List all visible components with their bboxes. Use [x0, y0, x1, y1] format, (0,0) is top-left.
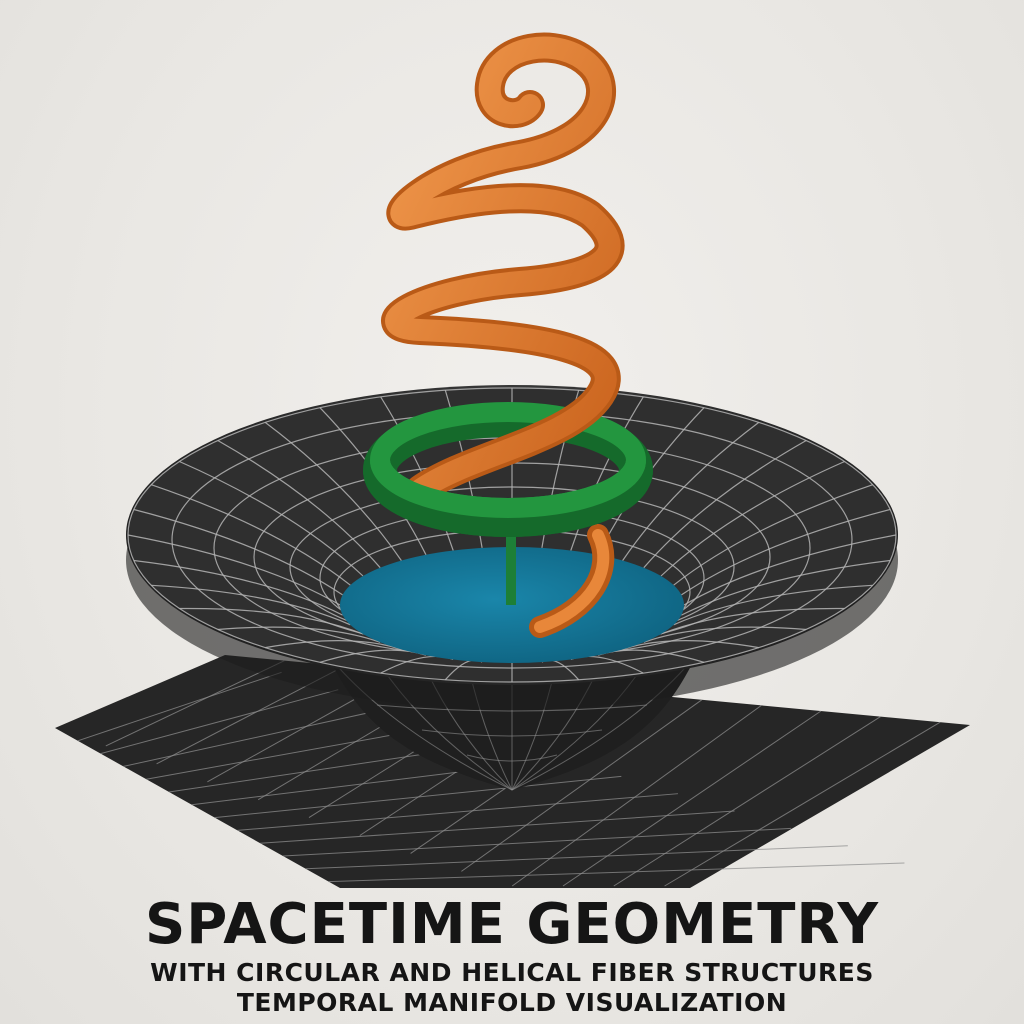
grid-curve: [570, 396, 644, 551]
grid-curve: [133, 559, 343, 616]
grid-line: [461, 699, 703, 872]
grid-line: [123, 706, 395, 767]
grid-curve: [660, 607, 845, 635]
grid-line: [613, 716, 881, 887]
grid-curve: [681, 508, 891, 596]
grid-curve: [265, 640, 402, 650]
helical-fiber: [381, 32, 625, 505]
grid-line: [328, 862, 905, 883]
subtitle-line-1: WITH CIRCULAR AND HELICAL FIBER STRUCTUR…: [150, 958, 874, 987]
subtitle-line-2: TEMPORAL MANIFOLD VISUALIZATION: [236, 988, 788, 1017]
grid-line: [100, 689, 339, 755]
grid-line: [511, 704, 762, 887]
grid-line: [77, 671, 282, 742]
page-title: SPACETIME GEOMETRY: [144, 892, 880, 957]
grid-line: [562, 710, 822, 887]
grid-curve: [376, 704, 648, 712]
grid-line: [282, 827, 792, 857]
grid-curve: [264, 421, 402, 561]
grid-curve: [673, 584, 873, 626]
grid-curve: [151, 484, 351, 586]
grid-curve: [622, 421, 760, 561]
grid-curve: [179, 607, 364, 635]
helix-body: [385, 36, 621, 501]
ring-front-top: [370, 459, 646, 518]
grid-curve: [660, 460, 845, 577]
grid-curve: [643, 439, 807, 569]
ring-stem: [506, 535, 516, 605]
grid-curve: [217, 626, 381, 643]
helix-lower-tail-highlight: [534, 529, 610, 633]
grid-curve: [466, 754, 558, 762]
grid-line: [305, 845, 848, 870]
grid-curve: [683, 534, 897, 606]
grid-curve: [151, 584, 351, 626]
grid-curve: [622, 640, 759, 650]
grid-line: [237, 793, 679, 831]
grid-curve: [179, 460, 364, 577]
grid-curve: [421, 729, 603, 737]
grid-line: [664, 721, 941, 887]
grid-curve: [127, 534, 341, 606]
grid-line: [105, 660, 285, 747]
grid-curve: [133, 508, 343, 596]
grid-line: [260, 810, 735, 844]
grid-curve: [681, 559, 891, 616]
grid-curve: [217, 439, 381, 569]
grid-curve: [673, 484, 873, 586]
grid-curve: [643, 626, 807, 643]
sheet-grid: [77, 660, 941, 887]
